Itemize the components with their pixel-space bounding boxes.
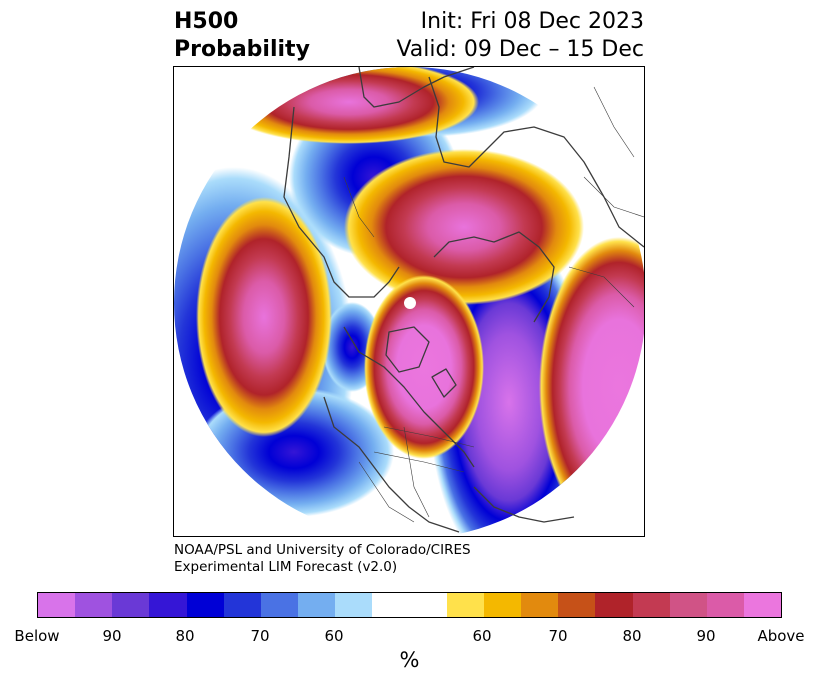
borders [343,86,644,523]
map-svg [174,67,644,536]
above-anomaly-east-atlantic [539,237,644,536]
colorbar-tick-label: 80 [622,627,642,645]
colorbar-segment [298,593,336,617]
colorbar-segment [38,593,76,617]
credit-line2: Experimental LIM Forecast (v2.0) [174,559,398,575]
title-variable: H500 [174,9,239,34]
colorbar-tick-label: Below [14,627,60,645]
colorbar-tick-label: 90 [102,627,122,645]
map-title: H500 Probability [174,8,310,64]
colorbar-segment [372,593,410,617]
credit-line1: NOAA/PSL and University of Colorado/CIRE… [174,542,471,558]
colorbar-segment [706,593,744,617]
colorbar-segment [743,593,782,617]
forecast-dates: Init: Fri 08 Dec 2023 Valid: 09 Dec – 15… [396,8,644,64]
valid-range: Valid: 09 Dec – 15 Dec [396,37,644,62]
init-date: Init: Fri 08 Dec 2023 [420,9,644,34]
colorbar-segment [632,593,670,617]
colorbar-segment [521,593,559,617]
credit-text: NOAA/PSL and University of Colorado/CIRE… [174,542,471,576]
above-anomaly-north-pacific [196,197,332,437]
above-anomaly-europe [344,149,584,305]
colorbar-segment [223,593,261,617]
colorbar-ticks: Below 90 80 70 60 60 70 80 90 Above [0,627,819,647]
colorbar-segment [409,593,447,617]
colorbar-tick-label: 70 [548,627,568,645]
colorbar-segment [260,593,299,617]
colorbar-unit: % [399,648,420,672]
pole-hole [404,297,416,309]
colorbar-segment [595,593,633,617]
colorbar [37,592,782,618]
colorbar-tick-label: 80 [175,627,195,645]
colorbar-segment [75,593,113,617]
colorbar-segment [149,593,187,617]
colorbar-segment [186,593,224,617]
colorbar-segment [558,593,596,617]
polar-map [173,66,645,537]
colorbar-segment [335,593,373,617]
colorbar-segment [669,593,707,617]
colorbar-tick-label: 70 [250,627,270,645]
colorbar-tick-label: Above [757,627,805,645]
probability-field [174,67,644,536]
title-quantity: Probability [174,37,310,62]
colorbar-segment [446,593,484,617]
colorbar-tick-label: 60 [472,627,492,645]
colorbar-tick-label: 90 [696,627,716,645]
colorbar-segment [112,593,150,617]
colorbar-tick-label: 60 [324,627,344,645]
colorbar-segment [483,593,522,617]
above-anomaly-pole [364,275,484,459]
